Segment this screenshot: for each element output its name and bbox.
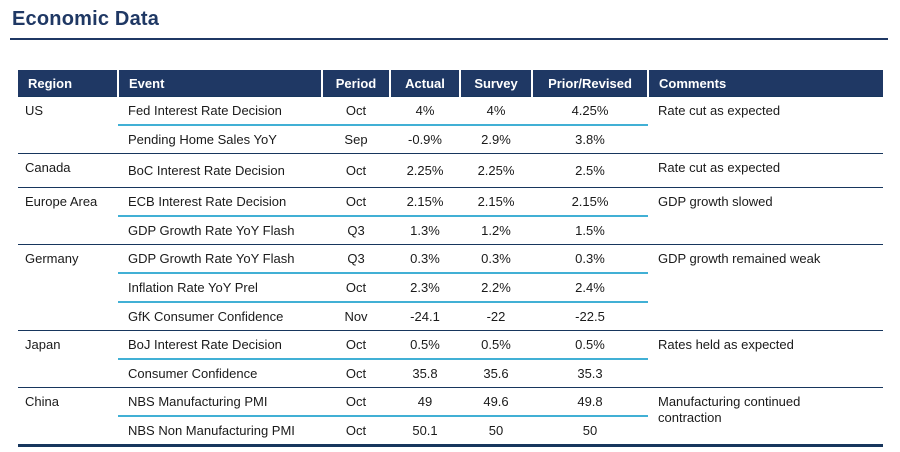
event-cell: ECB Interest Rate Decision <box>118 187 322 217</box>
actual-cell: -24.1 <box>390 302 460 331</box>
period-cell: Oct <box>322 187 390 217</box>
period-cell: Oct <box>322 153 390 188</box>
event-cell: Pending Home Sales YoY <box>118 125 322 154</box>
survey-cell: 2.9% <box>460 125 532 154</box>
table-header-row: Region Event Period Actual Survey Prior/… <box>18 70 883 97</box>
prior-revised-cell: 2.4% <box>532 273 648 303</box>
comment-cell: Manufacturing continued contraction <box>648 387 883 446</box>
survey-cell: 1.2% <box>460 216 532 245</box>
comment-cell: GDP growth slowed <box>648 187 883 245</box>
table-row: Germany GDP Growth Rate YoY Flash Q3 0.3% 0.… <box>18 244 883 331</box>
event-cell: NBS Non Manufacturing PMI <box>118 416 322 446</box>
actual-cell: 0.5% <box>390 330 460 360</box>
survey-cell: 2.15% <box>460 187 532 217</box>
survey-cell: 2.25% <box>460 153 532 188</box>
period-cell: Sep <box>322 125 390 154</box>
actual-cell: 50.1 <box>390 416 460 446</box>
comment-cell: Rates held as expected <box>648 330 883 388</box>
event-cell: NBS Manufacturing PMI <box>118 387 322 417</box>
period-cell: Q3 <box>322 216 390 245</box>
actual-cell: 4% <box>390 96 460 126</box>
actual-cell: -0.9% <box>390 125 460 154</box>
page-title: Economic Data <box>12 8 160 30</box>
survey-cell: -22 <box>460 302 532 331</box>
period-cell: Oct <box>322 359 390 388</box>
survey-cell: 35.6 <box>460 359 532 388</box>
prior-revised-cell: 4.25% <box>532 96 648 126</box>
table-row: Canada BoC Interest Rate Decision Oct 2.25%… <box>18 153 883 188</box>
period-cell: Oct <box>322 330 390 360</box>
comment-cell: Rate cut as expected <box>648 96 883 154</box>
survey-cell: 2.2% <box>460 273 532 303</box>
event-cell: GDP Growth Rate YoY Flash <box>118 216 322 245</box>
survey-cell: 4% <box>460 96 532 126</box>
column-header-prior-revised: Prior/Revised <box>531 70 648 97</box>
prior-revised-cell: 3.8% <box>532 125 648 154</box>
region-label: Europe Area <box>18 187 118 245</box>
region-label: Japan <box>18 330 118 388</box>
prior-revised-cell: 35.3 <box>532 359 648 388</box>
event-cell: GfK Consumer Confidence <box>118 302 322 331</box>
event-cell: BoJ Interest Rate Decision <box>118 330 322 360</box>
region-label: China <box>18 387 118 446</box>
column-header-event: Event <box>117 70 322 97</box>
survey-cell: 50 <box>460 416 532 446</box>
comment-cell: Rate cut as expected <box>648 153 883 188</box>
survey-cell: 0.5% <box>460 330 532 360</box>
table-row: Europe Area ECB Interest Rate Decision Oct… <box>18 187 883 245</box>
period-cell: Nov <box>322 302 390 331</box>
column-header-comments: Comments <box>647 70 883 97</box>
table-row: GDP Growth Rate YoY Flash Q3 1.3% 1.2% 1.5% <box>18 216 883 245</box>
column-header-period: Period <box>321 70 390 97</box>
period-cell: Oct <box>322 273 390 303</box>
column-header-survey: Survey <box>459 70 532 97</box>
table-row: China NBS Manufacturing PMI Oct 49 49.6 49.8 M… <box>18 387 883 446</box>
period-cell: Oct <box>322 416 390 446</box>
actual-cell: 1.3% <box>390 216 460 245</box>
survey-cell: 49.6 <box>460 387 532 417</box>
comment-cell: GDP growth remained weak <box>648 244 883 331</box>
table-row: Pending Home Sales YoY Sep -0.9% 2.9% 3.8% <box>18 125 883 154</box>
table-row: Inflation Rate YoY Prel Oct 2.3% 2.2% 2.4% <box>18 273 883 303</box>
period-cell: Q3 <box>322 244 390 274</box>
actual-cell: 49 <box>390 387 460 417</box>
prior-revised-cell: 2.15% <box>532 187 648 217</box>
region-label: Germany <box>18 244 118 331</box>
prior-revised-cell: 0.5% <box>532 330 648 360</box>
column-header-region: Region <box>18 70 118 97</box>
actual-cell: 2.25% <box>390 153 460 188</box>
table-row: NBS Non Manufacturing PMI Oct 50.1 50 50 <box>18 416 883 446</box>
actual-cell: 2.3% <box>390 273 460 303</box>
period-cell: Oct <box>322 96 390 126</box>
actual-cell: 0.3% <box>390 244 460 274</box>
prior-revised-cell: 2.5% <box>532 153 648 188</box>
actual-cell: 2.15% <box>390 187 460 217</box>
event-cell: BoC Interest Rate Decision <box>118 153 322 188</box>
event-cell: GDP Growth Rate YoY Flash <box>118 244 322 274</box>
table-row: US Fed Interest Rate Decision Oct 4% 4% 4.25%… <box>18 96 883 154</box>
actual-cell: 35.8 <box>390 359 460 388</box>
region-label: US <box>18 96 118 154</box>
economic-data-table: Region Event Period Actual Survey Prior/… <box>18 70 883 447</box>
table-row: GfK Consumer Confidence Nov -24.1 -22 -22.5 <box>18 302 883 331</box>
title-divider <box>10 38 888 40</box>
survey-cell: 0.3% <box>460 244 532 274</box>
column-header-actual: Actual <box>389 70 460 97</box>
prior-revised-cell: -22.5 <box>532 302 648 331</box>
prior-revised-cell: 50 <box>532 416 648 446</box>
prior-revised-cell: 0.3% <box>532 244 648 274</box>
region-label: Canada <box>18 153 118 188</box>
table-row: Japan BoJ Interest Rate Decision Oct 0.5% 0.… <box>18 330 883 388</box>
period-cell: Oct <box>322 387 390 417</box>
event-cell: Consumer Confidence <box>118 359 322 388</box>
event-cell: Inflation Rate YoY Prel <box>118 273 322 303</box>
table-row: Consumer Confidence Oct 35.8 35.6 35.3 <box>18 359 883 388</box>
prior-revised-cell: 49.8 <box>532 387 648 417</box>
prior-revised-cell: 1.5% <box>532 216 648 245</box>
event-cell: Fed Interest Rate Decision <box>118 96 322 126</box>
